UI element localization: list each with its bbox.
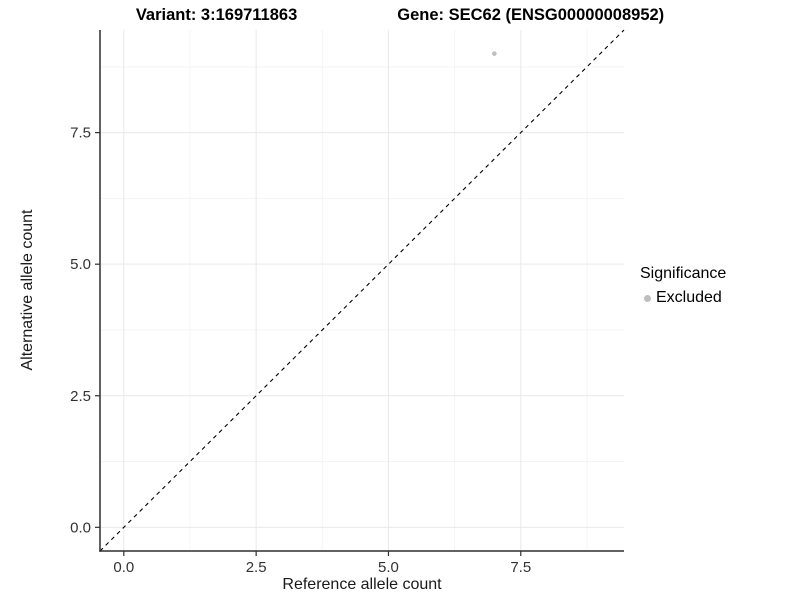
legend-item-label: Excluded [656, 289, 722, 306]
y-axis-title: Alternative allele count [19, 209, 36, 371]
y-tick-label: 2.5 [70, 388, 91, 405]
legend-title: Significance [640, 265, 727, 282]
x-tick-label: 7.5 [510, 559, 531, 576]
plot-title-gene: Gene: SEC62 (ENSG00000008952) [397, 6, 665, 24]
plot-title-variant: Variant: 3:169711863 [135, 6, 298, 24]
legend-item-excluded: Excluded [640, 289, 726, 307]
y-tick-label: 0.0 [70, 519, 91, 536]
x-tick-label: 0.0 [113, 559, 134, 576]
x-tick-label: 5.0 [378, 559, 399, 576]
x-tick-label: 2.5 [246, 559, 267, 576]
data-point [492, 51, 497, 56]
legend-key [638, 289, 656, 307]
plot-title: Variant: 3:169711863 Gene: SEC62 (ENSG00… [0, 4, 800, 26]
y-tick-label: 7.5 [70, 125, 91, 142]
excluded-point-icon [643, 294, 651, 302]
y-tick-label: 5.0 [70, 256, 91, 273]
legend: Significance Excluded [640, 265, 726, 307]
identity-reference-line [99, 29, 625, 552]
x-axis-title: Reference allele count [282, 576, 442, 593]
